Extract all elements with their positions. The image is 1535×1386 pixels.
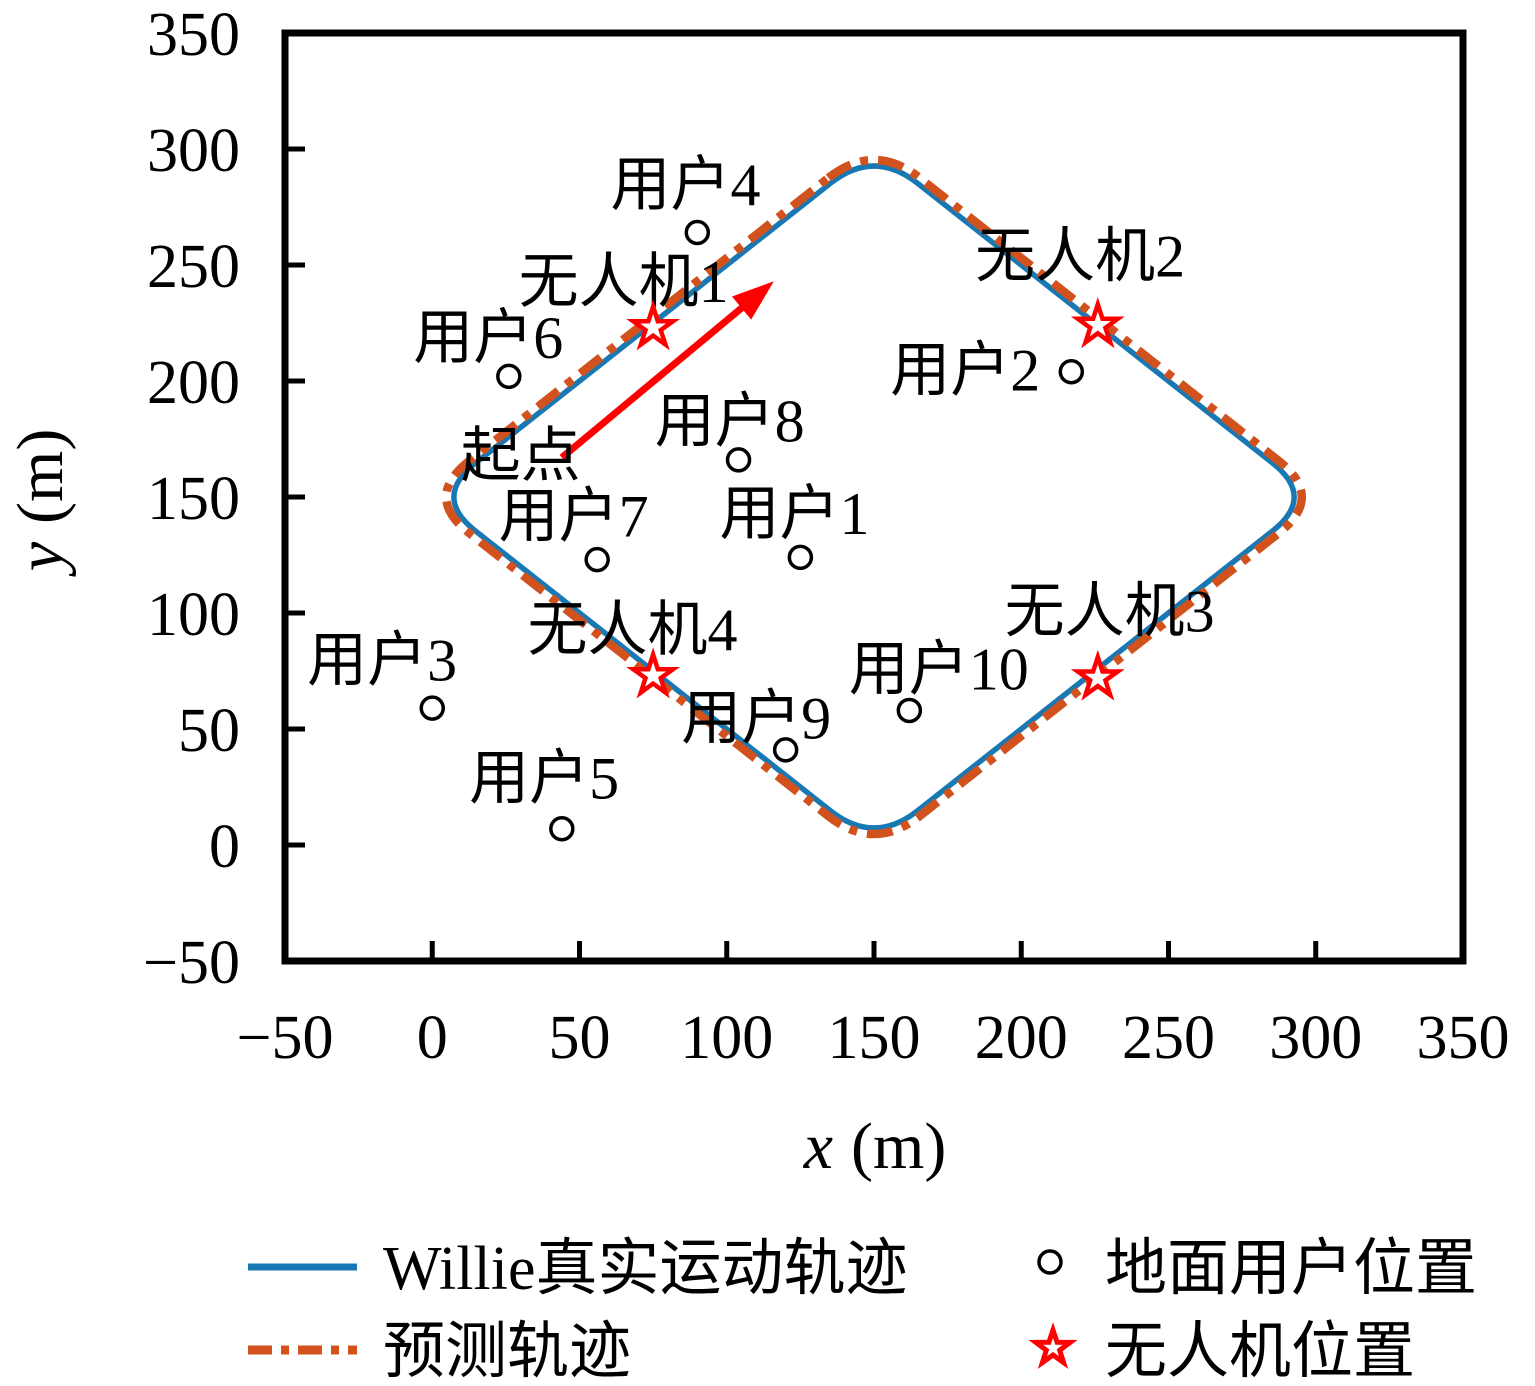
- start-arrow-shaft: [559, 300, 750, 461]
- user-label: 用户8: [655, 388, 805, 454]
- user-marker-circle: [496, 363, 522, 390]
- y-tick-label: 350: [147, 1, 240, 69]
- user-label: 用户3: [307, 627, 457, 693]
- y-tick-label: 0: [209, 813, 240, 881]
- start-point-label: 起点: [461, 423, 581, 489]
- user-label: 用户5: [469, 746, 619, 812]
- legend-user-circle-sample: [1037, 1249, 1063, 1275]
- user-marker-circle: [772, 737, 799, 763]
- user-marker-circle: [584, 546, 610, 573]
- y-tick-label: 100: [147, 581, 240, 649]
- plot-frame: [281, 29, 1467, 965]
- y-axis-ticks: −50 0 50 100 150 200 250 300 350: [143, 1, 305, 997]
- user-marker-circle: [725, 447, 752, 473]
- uav-label: 无人机4: [528, 597, 738, 663]
- y-tick-label: 200: [147, 349, 240, 417]
- uav-label: 无人机2: [975, 224, 1185, 290]
- legend-label-uav-positions: 无人机位置: [1105, 1318, 1415, 1386]
- x-tick-label: 250: [1122, 1004, 1215, 1072]
- x-tick-label: 350: [1417, 1004, 1510, 1072]
- user-label: 用户9: [681, 685, 831, 751]
- legend-label-true-trajectory: Willie真实运动轨迹: [383, 1235, 907, 1303]
- legend: Willie真实运动轨迹 预测轨迹 地面用户位置 无人机位置: [248, 1235, 1477, 1386]
- x-axis-label-unit: (m): [851, 1110, 946, 1183]
- x-tick-label: 150: [828, 1004, 921, 1072]
- x-tick-label: 200: [975, 1004, 1068, 1072]
- y-tick-label: 250: [147, 233, 240, 301]
- y-tick-label: 300: [147, 117, 240, 185]
- user-label: 用户10: [849, 637, 1029, 703]
- uav-star-marker: [1070, 649, 1125, 701]
- x-axis-ticks: −50 0 50 100 150 200 250 300 350: [237, 941, 1510, 1072]
- y-tick-label: 150: [147, 465, 240, 533]
- uav-star-marker: [626, 299, 681, 351]
- x-tick-label: −50: [237, 1004, 334, 1072]
- uav-star-marker: [626, 647, 681, 699]
- x-tick-label: 0: [417, 1004, 448, 1072]
- uav-label: 无人机1: [519, 249, 729, 315]
- x-axis-label-var: x: [803, 1110, 833, 1183]
- x-tick-label: 50: [549, 1004, 611, 1072]
- user-marker-circle: [1058, 358, 1085, 385]
- user-label: 用户2: [890, 337, 1040, 403]
- y-axis-label-unit: (m): [4, 429, 77, 524]
- user-marker-circle: [896, 697, 923, 724]
- user-label: 用户6: [413, 305, 563, 371]
- user-marker-circle: [684, 219, 711, 246]
- trajectory-true-path: [451, 163, 1297, 831]
- y-axis-label: y (m): [4, 429, 77, 578]
- x-axis-label: x (m): [803, 1110, 947, 1183]
- x-tick-label: 300: [1269, 1004, 1362, 1072]
- start-point-annotation: 起点: [461, 281, 774, 489]
- y-tick-label: 50: [178, 697, 240, 765]
- x-tick-label: 100: [680, 1004, 773, 1072]
- uav-markers: 无人机1 无人机2 无人机3 无人机4: [519, 224, 1215, 701]
- trajectory-predicted-path: [442, 155, 1306, 839]
- user-label: 用户4: [611, 152, 761, 218]
- legend-label-predicted-trajectory: 预测轨迹: [383, 1318, 631, 1386]
- user-marker-circle: [419, 695, 445, 721]
- uav-star-marker: [1070, 297, 1125, 349]
- user-marker-circle: [549, 816, 575, 842]
- y-axis-label-var: y: [4, 541, 77, 577]
- uav-label: 无人机3: [1005, 579, 1215, 645]
- user-marker-circle: [787, 544, 814, 571]
- user-label: 用户7: [499, 484, 649, 550]
- legend-label-ground-users: 地面用户位置: [1105, 1235, 1477, 1303]
- trajectory-paths: [442, 155, 1306, 839]
- start-arrow-head: [731, 281, 774, 320]
- user-label: 用户1: [719, 481, 869, 547]
- legend-uav-star-sample: [1028, 1322, 1078, 1369]
- y-tick-label: −50: [143, 929, 240, 997]
